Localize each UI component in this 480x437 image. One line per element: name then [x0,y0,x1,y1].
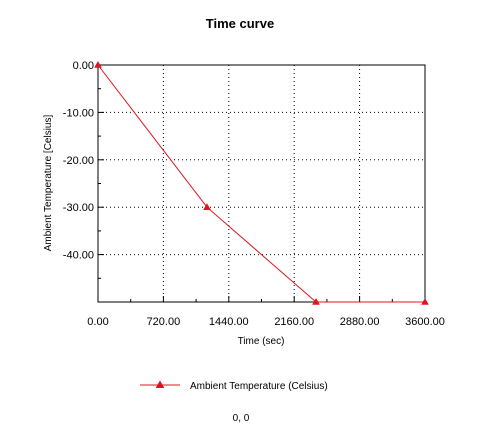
legend: Ambient Temperature (Celsius) [140,380,328,392]
data-point-0-2 [312,298,320,305]
x-tick-label-2: 1440.00 [209,316,249,328]
data-point-0-3 [421,298,429,305]
legend-label: Ambient Temperature (Celsius) [190,381,328,392]
grid-layer [98,64,425,302]
coordinate-readout: 0, 0 [233,413,250,424]
x-tick-label-1: 720.00 [147,316,181,328]
x-axis-label: Time (sec) [238,336,285,347]
y-tick-labels: 0.00 -10.00 -20.00 -30.00 -40.00 [63,60,94,262]
plot-frame [97,64,426,303]
y-tick-label-3: -30.00 [63,202,94,214]
y-tick-label-0: 0.00 [73,60,94,72]
data-point-0-0 [94,61,102,68]
legend-triangle-marker [155,380,165,388]
y-axis-label: Ambient Temperature [Celsius] [43,115,54,252]
x-tick-label-5: 3600.00 [405,316,445,328]
series-line-0 [97,64,425,303]
y-tick-label-4: -40.00 [63,250,94,262]
x-tick-label-4: 2880.00 [340,316,380,328]
axis-layer [97,64,426,303]
y-tick-label-1: -10.00 [63,107,94,119]
x-tick-label-0: 0.00 [87,316,108,328]
y-tick-label-2: -20.00 [63,155,94,167]
chart-title: Time curve [206,16,274,31]
x-tick-label-3: 2160.00 [274,316,314,328]
data-point-0-1 [203,203,211,210]
series-layer [94,61,429,305]
x-tick-labels: 0.00 720.00 1440.00 2160.00 2880.00 3600.00 [87,316,445,328]
